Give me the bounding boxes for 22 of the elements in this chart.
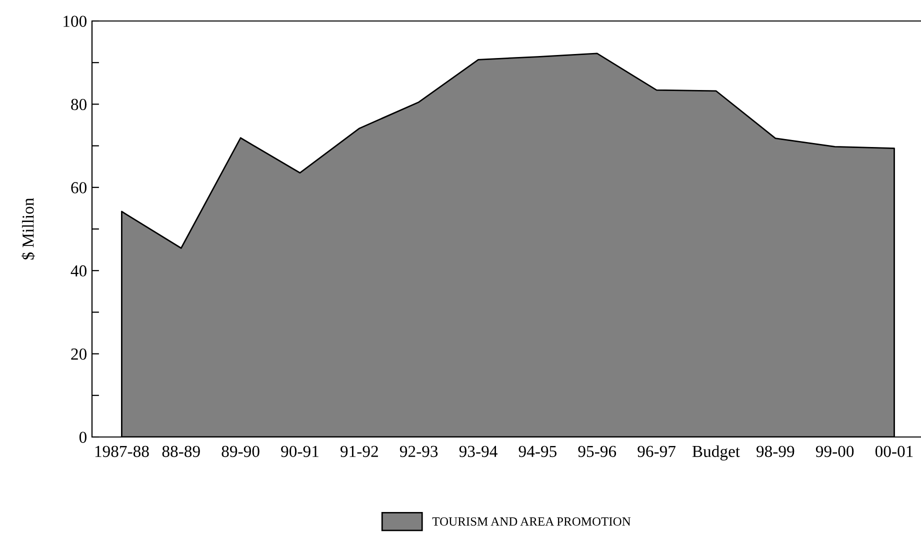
y-tick-label: 0 <box>79 432 87 443</box>
x-tick-label: 99-00 <box>816 446 854 458</box>
x-tick-label: 98-99 <box>756 446 794 458</box>
x-tick-label: 89-90 <box>222 446 260 458</box>
x-tick-label: 95-96 <box>578 446 616 458</box>
x-tick-label: 96-97 <box>638 446 676 458</box>
x-tick-label: 00-01 <box>875 446 913 458</box>
x-tick-label: 93-94 <box>459 446 498 458</box>
x-tick-label: 90-91 <box>281 446 318 458</box>
legend-label: TOURISM AND AREA PROMOTION <box>432 517 631 526</box>
y-tick-label: 100 <box>64 16 87 27</box>
y-tick-label: 20 <box>71 348 87 360</box>
x-tick-label: 94-95 <box>518 446 556 458</box>
x-tick-label: 88-89 <box>162 446 200 458</box>
y-axis-title: $ Million <box>22 198 35 260</box>
x-tick-label: 91-92 <box>340 446 378 458</box>
x-tick-label: Budget <box>692 445 740 460</box>
x-tick-label: 1987-88 <box>95 446 149 458</box>
x-tick-label: 92-93 <box>400 446 438 458</box>
y-tick-label: 60 <box>71 182 87 194</box>
y-tick-label: 40 <box>70 265 87 277</box>
y-tick-label: 80 <box>71 98 87 110</box>
